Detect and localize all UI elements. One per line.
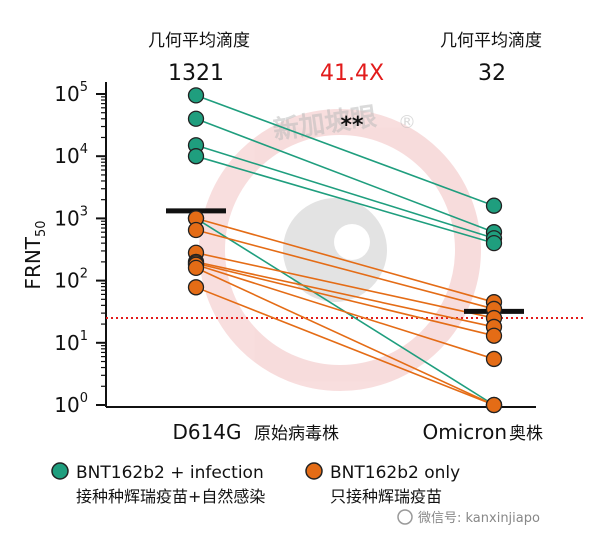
wechat-id-text: 微信号: kanxinjiapo (418, 511, 540, 526)
y-axis-label-subscript: 50 (34, 220, 49, 237)
y-tick-base: 10 (54, 393, 79, 417)
y-tick-label-2: 102 (54, 267, 88, 293)
pair-line-s1-3 (195, 261, 495, 328)
legend-marker-vaccine-only (305, 462, 323, 480)
x-tick-sublabel-omicron: 奥株 (509, 424, 543, 444)
point-omicron-s1-5 (485, 350, 503, 368)
y-tick-exponent: 5 (80, 80, 88, 95)
pair-line-s1-4 (195, 262, 495, 337)
pair-line-s0-2 (195, 144, 495, 239)
y-tick-label-1: 101 (54, 329, 88, 355)
y-axis-label-main: FRNT (21, 236, 45, 289)
y-tick-base: 10 (54, 144, 79, 168)
point-d614g-s0-3 (187, 148, 205, 165)
legend-label-infection: BNT162b2 + infection (76, 463, 264, 483)
y-tick-exponent: 4 (80, 142, 88, 157)
pair-line-s1-6 (195, 267, 495, 406)
y-tick-label-3: 103 (54, 204, 88, 230)
paired-lines (195, 94, 495, 406)
gmt-value-omicron: 32 (478, 61, 506, 86)
point-d614g-s1-6 (187, 259, 205, 277)
wechat-icon (397, 509, 413, 525)
point-omicron-s0-3 (485, 235, 503, 252)
point-d614g-s0-0 (187, 87, 205, 104)
y-tick-base: 10 (54, 82, 79, 106)
pair-line-s0-1 (195, 118, 495, 233)
legend-sublabel-infection: 接种种辉瑞疫苗+自然感染 (76, 487, 265, 506)
y-tick-exponent: 3 (80, 204, 88, 219)
pair-line-s1-1 (195, 229, 495, 310)
pair-line-s0-3 (195, 155, 495, 244)
gmt-value-d614g: 1321 (168, 61, 224, 86)
data-points (187, 87, 503, 414)
y-tick-label-4: 104 (54, 142, 88, 168)
pair-line-s1-2 (195, 252, 495, 319)
pair-line-s0-0 (195, 94, 495, 207)
watermark-logo (199, 109, 481, 391)
x-tick-label-omicron: Omicron (423, 420, 507, 444)
gmt-header-left: 几何平均滴度 (148, 31, 250, 51)
y-tick-base: 10 (54, 206, 79, 230)
y-tick-label-5: 105 (54, 80, 88, 106)
point-omicron-s1-7 (485, 396, 503, 414)
wechat-watermark: 微信号: kanxinjiapo (397, 509, 540, 526)
legend-label-vaccine-only: BNT162b2 only (330, 463, 460, 483)
y-tick-exponent: 2 (80, 267, 88, 282)
y-tick-exponent: 1 (80, 329, 88, 344)
watermark-registered-mark: ® (398, 112, 416, 133)
point-d614g-s0-1 (187, 110, 205, 127)
legend-marker-infection (51, 462, 69, 480)
point-omicron-s1-4 (485, 327, 503, 344)
pair-line-s1-7 (195, 286, 495, 406)
point-d614g-s1-7 (187, 279, 205, 296)
point-d614g-s1-1 (187, 221, 205, 239)
gmt-header-right: 几何平均滴度 (440, 31, 542, 51)
y-axis-label: FRNT50 (21, 220, 49, 289)
pair-line-s1-5 (195, 263, 495, 360)
y-tick-base: 10 (54, 269, 79, 293)
y-tick-base: 10 (54, 331, 79, 355)
significance-marker: ** (340, 113, 364, 138)
legend: BNT162b2 + infection 接种种辉瑞疫苗+自然感染 BNT162… (51, 462, 460, 506)
y-tick-exponent: 0 (80, 391, 88, 406)
point-omicron-s0-0 (485, 197, 503, 214)
legend-sublabel-vaccine-only: 只接种辉瑞疫苗 (330, 487, 442, 506)
x-tick-label-d614g: D614G (172, 420, 241, 444)
x-tick-sublabel-d614g: 原始病毒株 (254, 424, 339, 444)
y-tick-label-0: 100 (54, 391, 88, 417)
pair-line-s1-0 (195, 217, 495, 303)
fold-change-label: 41.4X (320, 61, 384, 86)
